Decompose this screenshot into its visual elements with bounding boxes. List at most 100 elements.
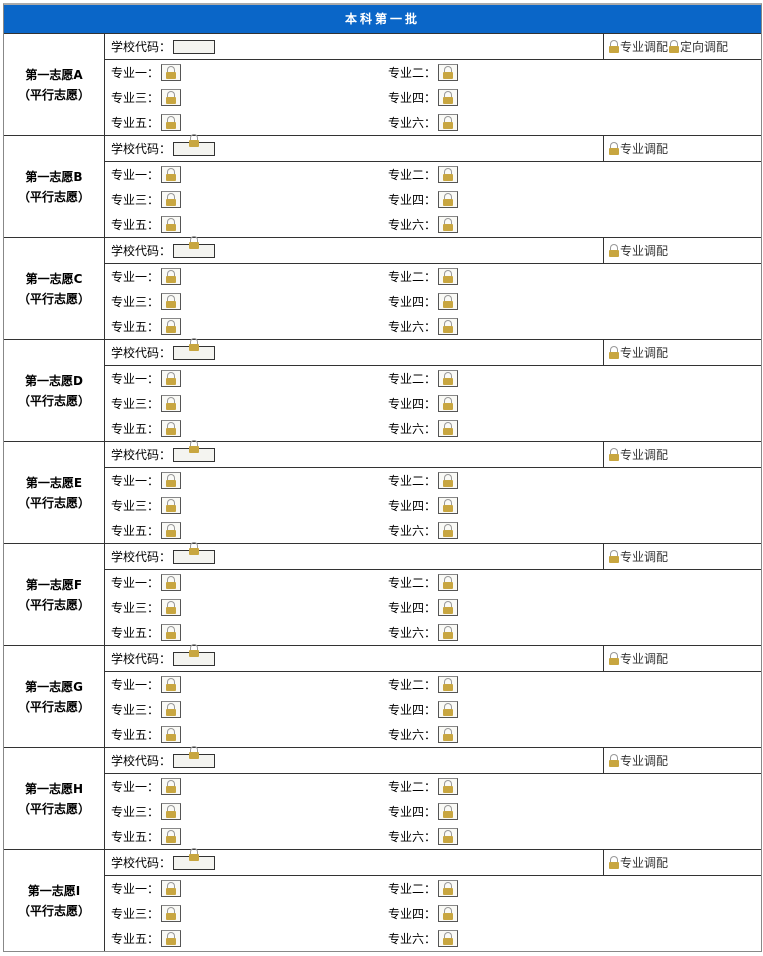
major-input[interactable] [161, 420, 182, 437]
lock-icon [188, 847, 200, 861]
major-input[interactable] [438, 522, 459, 539]
major-adjust-checkbox[interactable]: 专业调配 [620, 40, 669, 54]
major-input[interactable] [438, 599, 459, 616]
lock-icon [188, 745, 200, 759]
major-input[interactable] [161, 472, 182, 489]
major-input[interactable] [161, 624, 182, 641]
school-code-input[interactable] [173, 439, 216, 462]
major-field: 专业一： [111, 366, 388, 391]
major-adjust-checkbox[interactable]: 专业调配 [620, 448, 669, 462]
major-input[interactable] [161, 370, 182, 387]
major-input[interactable] [438, 574, 459, 591]
major-input[interactable] [161, 318, 182, 335]
school-code-input[interactable] [173, 133, 216, 156]
major-input[interactable] [161, 828, 182, 845]
major-input[interactable] [161, 191, 182, 208]
major-field: 专业三： [111, 697, 388, 722]
major-input[interactable] [161, 293, 182, 310]
major-input[interactable] [438, 726, 459, 743]
major-input[interactable] [438, 89, 459, 106]
major-input[interactable] [438, 370, 459, 387]
major-input[interactable] [161, 522, 182, 539]
form-title: 本科第一批 [4, 5, 761, 33]
school-code-input[interactable] [173, 643, 216, 666]
major-adjust-checkbox[interactable]: 专业调配 [620, 346, 669, 360]
major-input[interactable] [438, 293, 459, 310]
lock-icon [165, 524, 177, 537]
major-input[interactable] [438, 701, 459, 718]
major-input[interactable] [438, 930, 459, 947]
major-field: 专业五： [111, 824, 388, 849]
major-input[interactable] [438, 624, 459, 641]
major-input[interactable] [161, 89, 182, 106]
major-input[interactable] [161, 574, 182, 591]
lock-icon [165, 320, 177, 333]
major-input[interactable] [438, 778, 459, 795]
major-adjust-checkbox[interactable]: 专业调配 [620, 856, 669, 870]
lock-icon [188, 541, 200, 555]
major-input[interactable] [161, 726, 182, 743]
major-input[interactable] [161, 216, 182, 233]
major-input[interactable] [161, 778, 182, 795]
school-code-input[interactable] [173, 541, 216, 564]
major-input[interactable] [438, 905, 459, 922]
major-input[interactable] [161, 268, 182, 285]
major-input[interactable] [161, 701, 182, 718]
lock-icon [442, 295, 454, 308]
school-code-label: 学校代码： [111, 550, 172, 564]
major-input[interactable] [438, 191, 459, 208]
school-code-input[interactable] [173, 39, 216, 54]
major-input[interactable] [161, 599, 182, 616]
major-input[interactable] [161, 905, 182, 922]
major-input[interactable] [438, 166, 459, 183]
major-input[interactable] [438, 318, 459, 335]
major-input[interactable] [438, 472, 459, 489]
school-code-input[interactable] [173, 847, 216, 870]
major-input[interactable] [161, 676, 182, 693]
major-label: 专业一： [111, 780, 160, 794]
major-input[interactable] [161, 166, 182, 183]
major-input[interactable] [438, 395, 459, 412]
major-input[interactable] [161, 880, 182, 897]
major-adjust-checkbox[interactable]: 专业调配 [620, 142, 669, 156]
major-field: 专业五： [111, 212, 388, 237]
major-adjust-checkbox[interactable]: 专业调配 [620, 244, 669, 258]
major-input[interactable] [161, 930, 182, 947]
major-input[interactable] [438, 828, 459, 845]
major-input[interactable] [161, 64, 182, 81]
major-input[interactable] [161, 803, 182, 820]
lock-icon [442, 193, 454, 206]
major-field: 专业三： [111, 391, 388, 416]
major-label: 专业一： [111, 882, 160, 896]
major-input[interactable] [438, 64, 459, 81]
directed-adjust-checkbox[interactable]: 定向调配 [680, 40, 729, 54]
major-input[interactable] [161, 395, 182, 412]
major-label: 专业一： [111, 474, 160, 488]
major-input[interactable] [438, 497, 459, 514]
major-input[interactable] [161, 497, 182, 514]
major-field: 专业一： [111, 876, 388, 901]
choice-group: 第一志愿F （平行志愿） 学校代码： 专业调配 专业一： 专业二： 专业三： 专业四： 专… [4, 541, 761, 645]
major-label: 专业四： [388, 499, 437, 513]
choice-name: 第一志愿I [27, 883, 81, 898]
school-code-input[interactable] [173, 745, 216, 768]
major-input[interactable] [438, 420, 459, 437]
major-input[interactable] [438, 880, 459, 897]
lock-icon [442, 882, 454, 895]
lock-icon [608, 856, 620, 869]
major-adjust-checkbox[interactable]: 专业调配 [620, 550, 669, 564]
major-input[interactable] [438, 803, 459, 820]
major-input[interactable] [161, 114, 182, 131]
major-input[interactable] [438, 216, 459, 233]
major-input[interactable] [438, 114, 459, 131]
school-code-input[interactable] [173, 235, 216, 258]
major-input[interactable] [438, 268, 459, 285]
major-adjust-checkbox[interactable]: 专业调配 [620, 652, 669, 666]
school-code-input[interactable] [173, 337, 216, 360]
major-label: 专业二： [388, 66, 437, 80]
major-adjust-checkbox[interactable]: 专业调配 [620, 754, 669, 768]
major-field: 专业一： [111, 162, 388, 187]
lock-icon [165, 882, 177, 895]
major-input[interactable] [438, 676, 459, 693]
choice-label: 第一志愿G （平行志愿） [4, 646, 105, 747]
